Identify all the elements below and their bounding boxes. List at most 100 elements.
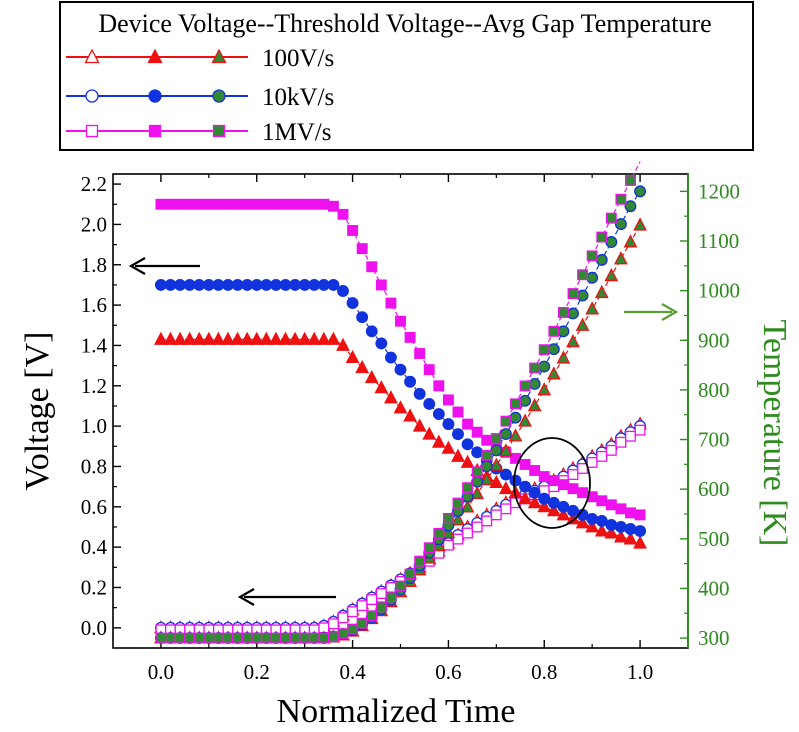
- data-point: [462, 527, 474, 539]
- data-point: [356, 617, 368, 629]
- y2-tick-label: 500: [698, 527, 730, 551]
- data-point: [299, 632, 311, 644]
- data-point: [634, 509, 646, 521]
- data-point: [422, 426, 437, 440]
- data-point: [336, 337, 350, 351]
- data-point: [586, 456, 598, 468]
- data-point: [174, 198, 186, 210]
- data-point: [423, 542, 435, 554]
- data-point: [375, 337, 388, 350]
- legend-label: 1MV/s: [262, 119, 331, 146]
- data-point: [318, 198, 330, 210]
- y-tick-label: 0.0: [81, 616, 107, 640]
- data-point: [634, 185, 647, 198]
- data-point: [346, 297, 359, 310]
- data-point: [385, 297, 397, 309]
- data-point: [519, 394, 532, 407]
- data-point: [441, 440, 456, 454]
- data-point: [557, 479, 569, 491]
- data-point: [155, 198, 167, 210]
- data-point: [518, 413, 532, 427]
- legend-box: [59, 1, 754, 151]
- data-point: [634, 424, 646, 436]
- data-point: [577, 487, 589, 499]
- data-point: [221, 331, 235, 345]
- data-point: [364, 370, 379, 384]
- data-point: [404, 375, 417, 388]
- data-point: [414, 555, 426, 567]
- data-point: [374, 380, 389, 394]
- data-point: [299, 198, 311, 210]
- data-point: [184, 198, 196, 210]
- data-point: [203, 198, 215, 210]
- data-point: [375, 601, 387, 613]
- x-tick-label: 1.0: [627, 660, 653, 684]
- data-point: [594, 284, 609, 299]
- data-point: [575, 515, 590, 529]
- series-temperature-1MV-per-s: [155, 161, 641, 644]
- data-point: [307, 331, 322, 345]
- data-point: [595, 253, 608, 266]
- x-tick-label: 0.0: [148, 660, 174, 684]
- legend-marker-device-voltage: [148, 124, 162, 138]
- data-point: [251, 632, 263, 644]
- data-point: [414, 348, 426, 359]
- data-point: [625, 175, 636, 186]
- data-point: [604, 268, 619, 282]
- arrow-left-device-voltage-head: [128, 257, 146, 275]
- data-point: [412, 418, 427, 432]
- data-point: [337, 208, 349, 220]
- data-point: [585, 301, 600, 315]
- data-point: [605, 444, 617, 456]
- data-point: [441, 525, 456, 539]
- data-point: [557, 325, 570, 338]
- data-point: [366, 594, 378, 606]
- data-point: [625, 430, 636, 442]
- data-point: [624, 523, 637, 535]
- data-point: [585, 519, 600, 533]
- data-point: [605, 236, 618, 248]
- data-point: [222, 198, 234, 210]
- data-point: [289, 632, 301, 644]
- data-point: [203, 632, 215, 644]
- y2-tick-label: 400: [698, 576, 730, 600]
- data-point: [356, 600, 368, 612]
- y2-tick-label: 700: [698, 428, 730, 452]
- legend-label: 10kV/s: [262, 84, 334, 111]
- y2-tick-label: 300: [698, 626, 730, 650]
- data-point: [623, 234, 638, 248]
- data-point: [577, 269, 589, 281]
- data-point: [289, 198, 301, 210]
- data-point: [241, 198, 253, 210]
- data-point: [173, 331, 187, 345]
- arrow-left-threshold-voltage-head: [237, 588, 255, 606]
- data-point: [413, 387, 426, 400]
- data-point: [327, 631, 339, 643]
- data-point: [308, 198, 320, 210]
- data-point: [337, 628, 349, 640]
- data-point: [490, 509, 502, 521]
- data-point: [260, 632, 272, 644]
- data-point: [461, 438, 474, 451]
- data-point: [251, 198, 263, 210]
- x-tick-label: 0.4: [339, 660, 366, 684]
- data-point: [633, 217, 647, 231]
- data-point: [567, 483, 579, 495]
- data-point: [316, 331, 331, 345]
- data-point: [596, 450, 608, 462]
- data-point: [404, 331, 416, 343]
- data-point: [395, 580, 406, 592]
- data-point: [337, 285, 349, 297]
- data-point: [384, 390, 398, 404]
- data-point: [490, 444, 503, 457]
- legend-marker-device-voltage: [148, 89, 162, 103]
- data-point: [538, 360, 551, 373]
- y-tick-label: 0.6: [81, 495, 107, 519]
- data-point: [499, 468, 512, 481]
- legend-marker-device-voltage: [147, 48, 163, 64]
- data-point: [481, 515, 493, 527]
- data-point: [538, 344, 550, 356]
- data-point: [596, 495, 608, 507]
- data-point: [451, 512, 465, 526]
- data-point: [366, 261, 378, 273]
